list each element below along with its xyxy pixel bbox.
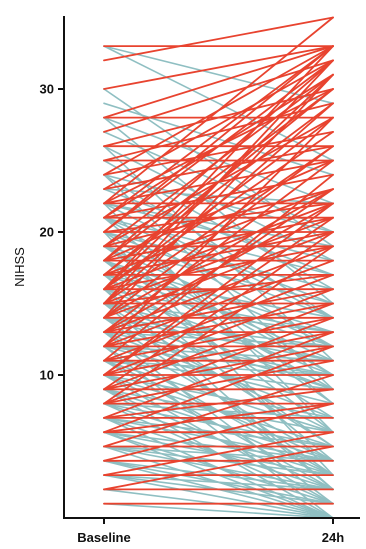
improved-line-50 [103,45,334,162]
worsened-line-12 [103,45,334,233]
worsened-line-87 [103,402,334,434]
worsened-line-36 [103,116,334,348]
y-tick-label-30: 30 [40,82,54,97]
y-tick-label-20: 20 [40,225,54,240]
worsened-series [103,16,334,505]
improved-line-83 [103,388,334,491]
worsened-line-89 [103,188,334,319]
worsened-line-51 [103,316,334,405]
y-tick-label-10: 10 [40,368,54,383]
worsened-line-92 [103,102,334,276]
worsened-line-91 [103,116,334,291]
worsened-line-76 [103,88,334,148]
worsened-line-88 [103,145,334,305]
worsened-line-84 [103,345,334,391]
worsened-line-63 [103,445,334,491]
worsened-line-83 [103,331,334,376]
worsened-line-57 [103,374,334,448]
worsened-line-82 [103,316,334,362]
worsened-line-48 [103,302,334,391]
worsened-line-45 [103,216,334,376]
worsened-line-37 [103,259,334,348]
improved-line-49 [103,502,334,519]
worsened-line-70 [103,202,334,233]
worsened-line-73 [103,145,334,191]
worsened-line-81 [103,302,334,348]
worsened-line-71 [103,173,334,219]
worsened-line-77 [103,59,334,133]
worsened-line-85 [103,359,334,405]
worsened-line-96 [103,45,334,219]
worsened-line-59 [103,402,334,462]
worsened-line-61 [103,431,334,477]
worsened-line-93 [103,88,334,262]
worsened-line-90 [103,202,334,334]
worsened-line-44 [103,288,334,376]
x-ticks: Baseline 24h [77,518,344,545]
worsened-line-95 [103,59,334,233]
worsened-line-1 [103,16,334,62]
improved-line-89 [103,474,334,491]
worsened-line-79 [103,45,334,90]
worsened-line-80 [103,288,334,334]
worsened-line-97 [103,16,334,205]
y-ticks: 10 20 30 [40,82,64,383]
worsened-line-94 [103,73,334,248]
worsened-line-74 [103,130,334,176]
worsened-line-99 [103,73,334,291]
worsened-line-55 [103,345,334,434]
worsened-line-86 [103,388,334,419]
worsened-line-78 [103,45,334,119]
y-axis-title: NIHSS [12,247,27,287]
worsened-line-33 [103,159,334,334]
x-tick-label-0: Baseline [77,530,130,545]
worsened-line-65 [103,273,334,305]
worsened-line-53 [103,331,334,419]
x-tick-label-1: 24h [322,530,344,545]
